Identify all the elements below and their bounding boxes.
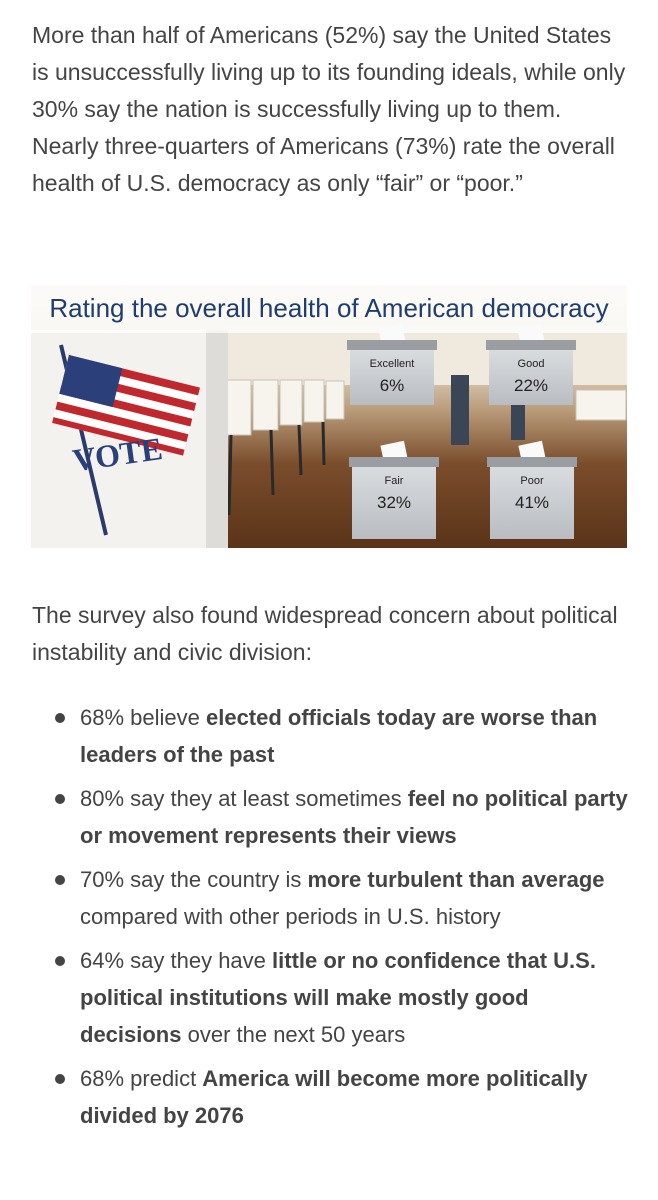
- bold-text: little or no confidence that U.S. politi…: [80, 948, 596, 1047]
- bullet-item: 80% say they at least sometimes feel no …: [0, 780, 630, 854]
- bold-text: elected officials today are worse than l…: [80, 705, 598, 767]
- text: 80% say they at least sometimes: [80, 786, 408, 811]
- intro-paragraph: More than half of Americans (52%) say th…: [32, 22, 626, 196]
- ballot-box: Fair 32%: [349, 440, 439, 539]
- box-value: 41%: [514, 493, 550, 512]
- ballot-box: Excellent 6%: [347, 323, 437, 405]
- box-value: 32%: [376, 493, 412, 512]
- box-label: Fair: [384, 475, 404, 487]
- bold-text: feel no political party or movement repr…: [80, 786, 628, 848]
- bold-text: America will become more politically div…: [80, 1066, 588, 1128]
- ballot-box: Poor 41%: [487, 440, 577, 539]
- text: 68% believe: [80, 705, 206, 730]
- box-body: [352, 467, 436, 539]
- bullet-item: 70% say the country is more turbulent th…: [0, 861, 630, 935]
- box-lid: [487, 457, 577, 467]
- bullet-item: 68% predict America will become more pol…: [0, 1060, 630, 1134]
- text: 64% say they have: [80, 948, 273, 973]
- box-label: Excellent: [369, 358, 415, 370]
- box-label: Poor: [520, 475, 544, 487]
- ballot-box: Good 22%: [486, 323, 576, 405]
- lead-paragraph: The survey also found widespread concern…: [32, 602, 618, 665]
- bullet-item: 64% say they have little or no confidenc…: [0, 942, 630, 1053]
- polling-photo: VOTE: [31, 325, 627, 548]
- box-label: Good: [517, 358, 545, 370]
- text: compared with other periods in U.S. hist…: [80, 904, 501, 929]
- box-lid: [486, 340, 576, 350]
- box-body: [490, 467, 574, 539]
- box-value: 22%: [513, 376, 549, 395]
- bold-text: more turbulent than average: [307, 867, 605, 892]
- box-body: [489, 350, 573, 405]
- bullet-list: 68% believe elected officials today are …: [0, 699, 658, 1141]
- box-value: 6%: [379, 376, 405, 395]
- bullet-item: 68% believe elected officials today are …: [0, 699, 630, 773]
- infographic: VOTE Rating the overall health of Americ…: [31, 285, 627, 548]
- box-body: [350, 350, 434, 405]
- text: 70% say the country is: [80, 867, 308, 892]
- text: over the next 50 years: [181, 1022, 406, 1047]
- box-lid: [347, 340, 437, 350]
- box-lid: [349, 457, 439, 467]
- infographic-title: Rating the overall health of American de…: [31, 285, 627, 333]
- text: 68% predict: [80, 1066, 203, 1091]
